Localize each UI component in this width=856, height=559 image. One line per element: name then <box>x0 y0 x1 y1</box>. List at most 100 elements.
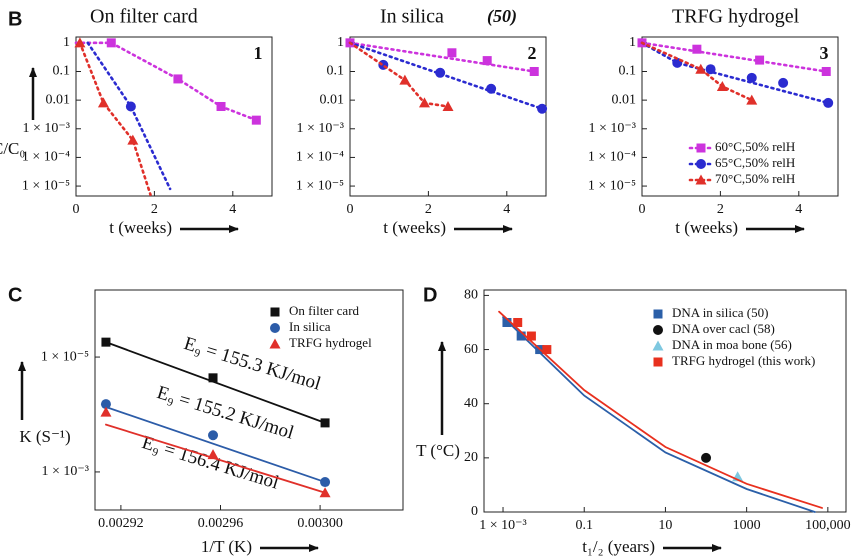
x-axis-label: t (weeks) <box>109 218 172 237</box>
annotation: E₉ = 155.2 KJ/mol <box>154 382 296 444</box>
x-tick-label: 100,000 <box>805 518 851 533</box>
y-tick-label: 1 × 10⁻³ <box>42 464 89 479</box>
data-point <box>526 331 536 341</box>
y-tick-label: 0.1 <box>327 64 345 79</box>
x-tick-label: 10 <box>658 518 672 533</box>
panel-label: C <box>8 284 22 306</box>
fit-line <box>105 406 326 483</box>
y-tick-label: 0.01 <box>612 92 637 107</box>
plot-frame <box>483 289 847 513</box>
data-point <box>486 83 497 94</box>
data-point <box>106 38 116 48</box>
data-point <box>251 115 261 125</box>
data-point <box>537 103 548 114</box>
x-axis-label: t (weeks) <box>675 218 738 237</box>
y-axis-label: K (S⁻¹) <box>19 427 70 446</box>
legend-marker <box>269 338 281 349</box>
data-point <box>542 345 552 355</box>
x-tick-label: 0.1 <box>575 518 593 533</box>
data-point <box>208 430 219 441</box>
data-point <box>435 67 446 78</box>
data-point <box>100 399 111 410</box>
y-tick-label: 1 × 10⁻³ <box>589 121 636 136</box>
x-tick-label: 0.00292 <box>98 516 144 531</box>
plot-frame <box>641 36 839 197</box>
fit-line <box>74 41 258 122</box>
y-tick-label: 0.01 <box>320 92 345 107</box>
data-point <box>320 418 330 428</box>
y-axis-label: C/C₀ <box>0 139 25 158</box>
y-tick-label: 1 × 10⁻⁵ <box>22 178 70 193</box>
legend-label: TRFG hydrogel <box>289 335 372 350</box>
x-tick-label: 0 <box>347 202 354 217</box>
y-tick-label: 0.01 <box>46 92 71 107</box>
fit-line <box>502 316 816 513</box>
fit-line <box>86 41 172 191</box>
data-point <box>207 449 219 460</box>
legend-marker <box>653 325 663 335</box>
x-tick-label: 0 <box>73 202 80 217</box>
fit-line <box>640 41 830 105</box>
data-point <box>823 97 834 108</box>
y-tick-label: 1 <box>63 35 70 50</box>
data-point <box>778 77 789 88</box>
legend-marker <box>696 159 706 169</box>
fit-line <box>640 41 828 73</box>
legend-marker <box>653 309 663 319</box>
data-point <box>701 452 712 463</box>
legend-label: 60°C,50% relH <box>715 139 795 154</box>
legend-label: DNA over cacl (58) <box>672 321 775 336</box>
data-point <box>100 406 112 417</box>
annotation: 3 <box>820 43 829 63</box>
fit-line <box>78 41 152 196</box>
y-tick-label: 20 <box>464 450 478 465</box>
data-point <box>529 66 539 76</box>
data-point <box>173 74 183 84</box>
data-point <box>746 94 758 105</box>
data-point <box>101 337 111 347</box>
fit-line <box>348 41 544 111</box>
y-tick-label: 1 <box>337 35 344 50</box>
y-tick-label: 1 <box>629 35 636 50</box>
fit-line <box>105 341 326 424</box>
data-point <box>705 64 716 75</box>
chart-title: On filter card <box>90 6 198 28</box>
data-point <box>716 80 728 91</box>
y-tick-label: 1 × 10⁻⁴ <box>296 150 344 165</box>
x-axis-label: t (weeks) <box>383 218 446 237</box>
y-tick-label: 60 <box>464 342 478 357</box>
x-tick-label: 4 <box>503 202 510 217</box>
y-tick-label: 1 × 10⁻³ <box>297 121 344 136</box>
plot-frame <box>349 36 547 197</box>
legend-marker <box>653 357 663 367</box>
annotation: 2 <box>528 43 537 63</box>
legend-marker <box>270 307 280 317</box>
data-point <box>74 37 86 48</box>
fit-line <box>498 310 823 509</box>
data-point <box>216 101 226 111</box>
x-tick-label: 2 <box>151 202 158 217</box>
chart-title: In silica <box>380 6 444 28</box>
x-axis-label: 1/T (K) <box>201 537 252 556</box>
data-point <box>447 48 457 58</box>
x-tick-label: 0 <box>639 202 646 217</box>
fit-line <box>348 41 536 73</box>
data-point <box>418 97 430 108</box>
legend-label: DNA in silica (50) <box>672 305 768 320</box>
data-point <box>127 134 139 145</box>
data-point <box>442 100 454 111</box>
y-tick-label: 40 <box>464 396 478 411</box>
x-axis-label: t₁/₂ (years) <box>582 537 655 556</box>
data-point <box>482 56 492 66</box>
y-axis-label: T (°C) <box>416 441 460 460</box>
chart-title: TRFG hydrogel <box>672 6 800 28</box>
plot-frame <box>94 289 404 511</box>
data-point <box>513 317 523 327</box>
y-tick-label: 1 × 10⁻⁵ <box>296 178 344 193</box>
title-reference: (50) <box>487 6 517 27</box>
data-point <box>97 97 109 108</box>
fit-line <box>640 41 754 102</box>
annotation: 1 <box>254 43 263 63</box>
x-tick-label: 1000 <box>733 518 761 533</box>
